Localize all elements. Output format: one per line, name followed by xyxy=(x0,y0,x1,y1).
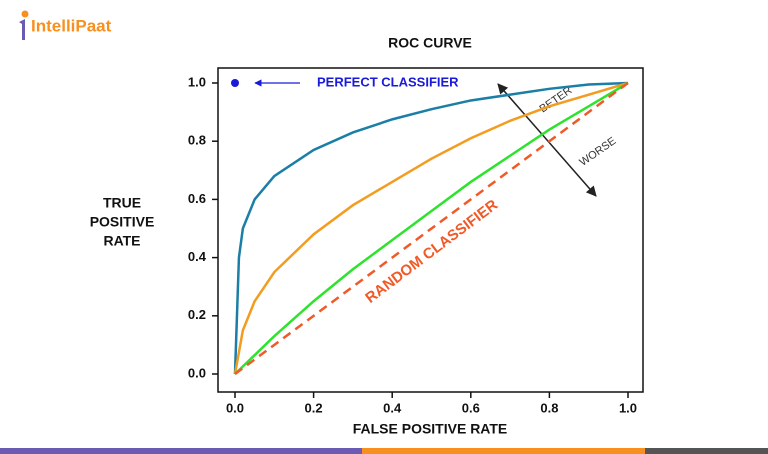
footer-stripe xyxy=(645,448,768,454)
y-tick-label: 0.8 xyxy=(188,133,206,148)
x-tick-label: 1.0 xyxy=(619,400,637,415)
annotation: WORSE xyxy=(577,135,618,169)
logo-icon xyxy=(19,10,29,40)
y-tick-label: 0.2 xyxy=(188,307,206,322)
y-axis-label: RATE xyxy=(103,233,140,249)
y-tick-label: 0.0 xyxy=(188,365,206,380)
y-tick-label: 0.6 xyxy=(188,191,206,206)
better-worse-arrow xyxy=(497,83,597,197)
footer-stripe xyxy=(362,448,645,454)
x-tick-label: 0.2 xyxy=(305,400,323,415)
y-tick-label: 0.4 xyxy=(188,249,207,264)
random-classifier-label: RANDOM CLASSIFIER xyxy=(362,196,501,306)
y-axis-label: TRUE xyxy=(103,195,141,211)
roc-curve xyxy=(234,81,629,376)
x-axis-label: FALSE POSITIVE RATE xyxy=(353,421,508,437)
x-tick-label: 0.0 xyxy=(226,400,244,415)
roc-curve xyxy=(233,81,629,375)
y-axis-label: POSITIVE xyxy=(90,214,155,230)
perfect-label: PERFECT CLASSIFIER xyxy=(317,74,459,89)
x-tick-label: 0.6 xyxy=(462,400,480,415)
perfect-point xyxy=(231,79,239,87)
chart-title: ROC CURVE xyxy=(388,35,472,51)
y-tick-label: 1.0 xyxy=(188,74,206,89)
roc-curve xyxy=(234,81,629,375)
x-tick-label: 0.8 xyxy=(540,400,558,415)
logo: IntelliPaat xyxy=(31,16,112,35)
footer-stripe xyxy=(0,448,362,454)
plot-frame xyxy=(217,67,644,393)
roc-curve xyxy=(233,81,629,375)
x-tick-label: 0.4 xyxy=(383,400,402,415)
